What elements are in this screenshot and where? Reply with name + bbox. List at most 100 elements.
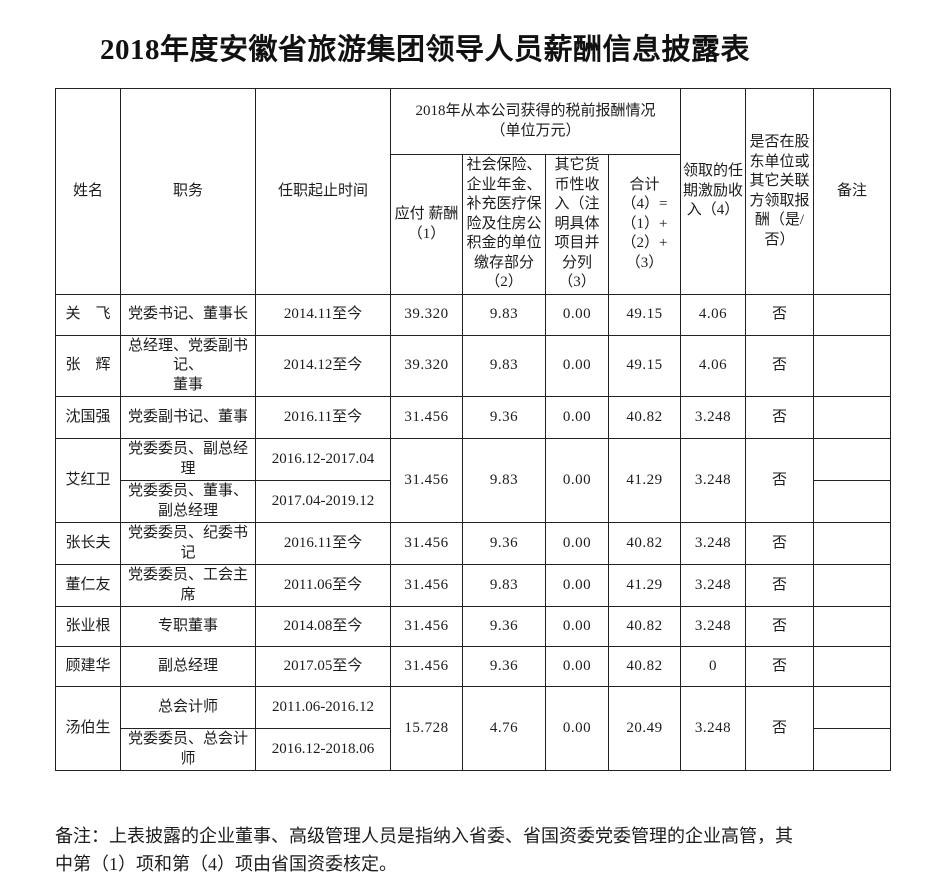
cell-position: 党委委员、副总经理 bbox=[120, 438, 256, 482]
cell-term: 2017.04-2019.12 bbox=[255, 480, 391, 524]
cell-total: 20.49 bbox=[607, 686, 682, 772]
cell-remark bbox=[813, 646, 892, 688]
cell-incentive: 4.06 bbox=[680, 293, 747, 336]
cell-remark bbox=[813, 728, 892, 772]
table-row: 汤伯生 总会计师 2011.06-2016.12 15.728 4.76 0.0… bbox=[55, 686, 892, 772]
cell-other-income: 0.00 bbox=[545, 646, 609, 688]
cell-incentive: 4.06 bbox=[680, 334, 747, 398]
cell-position: 总会计师 bbox=[120, 686, 256, 730]
col-header-related-party: 是否在股东单位或其它关联方领取报酬（是/否） bbox=[745, 88, 815, 295]
col-header-position: 职务 bbox=[120, 88, 256, 295]
cell-related-party: 否 bbox=[745, 646, 815, 688]
cell-remark bbox=[813, 293, 892, 336]
cell-salary: 31.456 bbox=[390, 396, 463, 440]
cell-other-income: 0.00 bbox=[545, 334, 609, 398]
cell-position: 副总经理 bbox=[120, 646, 256, 688]
table-row: 张长夫 党委委员、纪委书记 2016.11至今 31.456 9.36 0.00… bbox=[55, 522, 892, 566]
header-row: 应付 薪酬 （1） 社会保险、企业年金、补充医疗保险及住房公积金的单位缴存部分（… bbox=[56, 154, 891, 295]
cell-insurance: 9.36 bbox=[462, 522, 546, 566]
col-header-other-income: 其它货币性收入（注明具体项目并分列（3） bbox=[545, 154, 609, 295]
table-row: 董仁友 党委委员、工会主席 2011.06至今 31.456 9.83 0.00… bbox=[55, 564, 892, 608]
cell-position: 党委委员、董事、 副总经理 bbox=[120, 480, 256, 524]
cell-remark bbox=[813, 396, 892, 440]
cell-total: 40.82 bbox=[607, 606, 682, 648]
cell-total: 40.82 bbox=[607, 522, 682, 566]
col-header-name: 姓名 bbox=[55, 88, 121, 295]
cell-related-party: 否 bbox=[745, 564, 815, 608]
cell-name: 顾建华 bbox=[55, 646, 121, 688]
cell-other-income: 0.00 bbox=[545, 564, 609, 608]
cell-remark bbox=[813, 334, 892, 398]
cell-salary: 31.456 bbox=[390, 606, 463, 648]
col-header-incentive: 领取的任期激励收入（4） bbox=[680, 88, 747, 295]
cell-related-party: 否 bbox=[745, 606, 815, 648]
cell-incentive: 3.248 bbox=[680, 686, 747, 772]
cell-term: 2014.11至今 bbox=[255, 293, 391, 336]
cell-remark bbox=[813, 522, 892, 566]
cell-remark bbox=[813, 686, 892, 730]
cell-remark bbox=[813, 438, 892, 482]
cell-incentive: 3.248 bbox=[680, 396, 747, 440]
header-row: 姓名 职务 任职起止时间 2018年从本公司获得的税前报酬情况 （单位万元） 领… bbox=[55, 88, 892, 295]
cell-term: 2016.11至今 bbox=[255, 396, 391, 440]
cell-remark bbox=[813, 606, 892, 648]
cell-other-income: 0.00 bbox=[545, 606, 609, 648]
col-header-remark: 备注 bbox=[813, 88, 892, 295]
cell-position: 党委书记、董事长 bbox=[120, 293, 256, 336]
cell-salary: 39.320 bbox=[390, 293, 463, 336]
cell-insurance: 9.36 bbox=[462, 646, 546, 688]
cell-name: 关 飞 bbox=[55, 293, 121, 336]
cell-term: 2016.12-2017.04 bbox=[255, 438, 391, 482]
cell-salary: 31.456 bbox=[390, 522, 463, 566]
cell-insurance: 4.76 bbox=[462, 686, 546, 772]
table-row: 党委委员、总会计师 2016.12-2018.06 bbox=[56, 728, 892, 772]
cell-insurance: 9.83 bbox=[462, 564, 546, 608]
cell-other-income: 0.00 bbox=[545, 438, 609, 524]
cell-name: 艾红卫 bbox=[55, 438, 121, 524]
cell-total: 49.15 bbox=[607, 334, 682, 398]
cell-term: 2011.06至今 bbox=[255, 564, 391, 608]
cell-remark bbox=[813, 480, 892, 524]
cell-name: 沈国强 bbox=[55, 396, 121, 440]
cell-other-income: 0.00 bbox=[545, 686, 609, 772]
cell-term: 2014.08至今 bbox=[255, 606, 391, 648]
cell-other-income: 0.00 bbox=[545, 396, 609, 440]
cell-insurance: 9.36 bbox=[462, 396, 546, 440]
cell-salary: 31.456 bbox=[390, 564, 463, 608]
table-row: 沈国强 党委副书记、董事 2016.11至今 31.456 9.36 0.00 … bbox=[55, 396, 892, 440]
cell-related-party: 否 bbox=[745, 522, 815, 566]
cell-incentive: 3.248 bbox=[680, 522, 747, 566]
col-header-salary: 应付 薪酬 （1） bbox=[390, 154, 463, 295]
cell-term: 2014.12至今 bbox=[255, 334, 391, 398]
table-row: 党委委员、董事、 副总经理 2017.04-2019.12 bbox=[56, 480, 892, 524]
cell-position: 专职董事 bbox=[120, 606, 256, 648]
table-row: 张 辉 总经理、党委副书记、 董事 2014.12至今 39.320 9.83 … bbox=[55, 334, 892, 398]
col-header-insurance: 社会保险、企业年金、补充医疗保险及住房公积金的单位缴存部分（2） bbox=[462, 154, 546, 295]
cell-name: 张业根 bbox=[55, 606, 121, 648]
cell-total: 49.15 bbox=[607, 293, 682, 336]
cell-term: 2016.11至今 bbox=[255, 522, 391, 566]
cell-name: 张 辉 bbox=[55, 334, 121, 398]
cell-remark bbox=[813, 564, 892, 608]
cell-salary: 31.456 bbox=[390, 646, 463, 688]
cell-other-income: 0.00 bbox=[545, 293, 609, 336]
cell-related-party: 否 bbox=[745, 438, 815, 524]
cell-name: 张长夫 bbox=[55, 522, 121, 566]
cell-other-income: 0.00 bbox=[545, 522, 609, 566]
cell-related-party: 否 bbox=[745, 293, 815, 336]
cell-position: 党委副书记、董事 bbox=[120, 396, 256, 440]
cell-incentive: 3.248 bbox=[680, 564, 747, 608]
col-header-pretax-group: 2018年从本公司获得的税前报酬情况 （单位万元） bbox=[389, 88, 682, 156]
cell-total: 40.82 bbox=[607, 646, 682, 688]
cell-incentive: 3.248 bbox=[680, 438, 747, 524]
cell-related-party: 否 bbox=[745, 396, 815, 440]
table-row: 艾红卫 党委委员、副总经理 2016.12-2017.04 31.456 9.8… bbox=[55, 438, 892, 524]
table-row: 关 飞 党委书记、董事长 2014.11至今 39.320 9.83 0.00 … bbox=[55, 293, 892, 336]
cell-position: 党委委员、工会主席 bbox=[120, 564, 256, 608]
cell-position: 党委委员、总会计师 bbox=[120, 728, 256, 772]
cell-salary: 39.320 bbox=[390, 334, 463, 398]
cell-insurance: 9.83 bbox=[462, 293, 546, 336]
cell-related-party: 否 bbox=[745, 334, 815, 398]
salary-table: 姓名 职务 任职起止时间 2018年从本公司获得的税前报酬情况 （单位万元） 领… bbox=[55, 88, 892, 772]
